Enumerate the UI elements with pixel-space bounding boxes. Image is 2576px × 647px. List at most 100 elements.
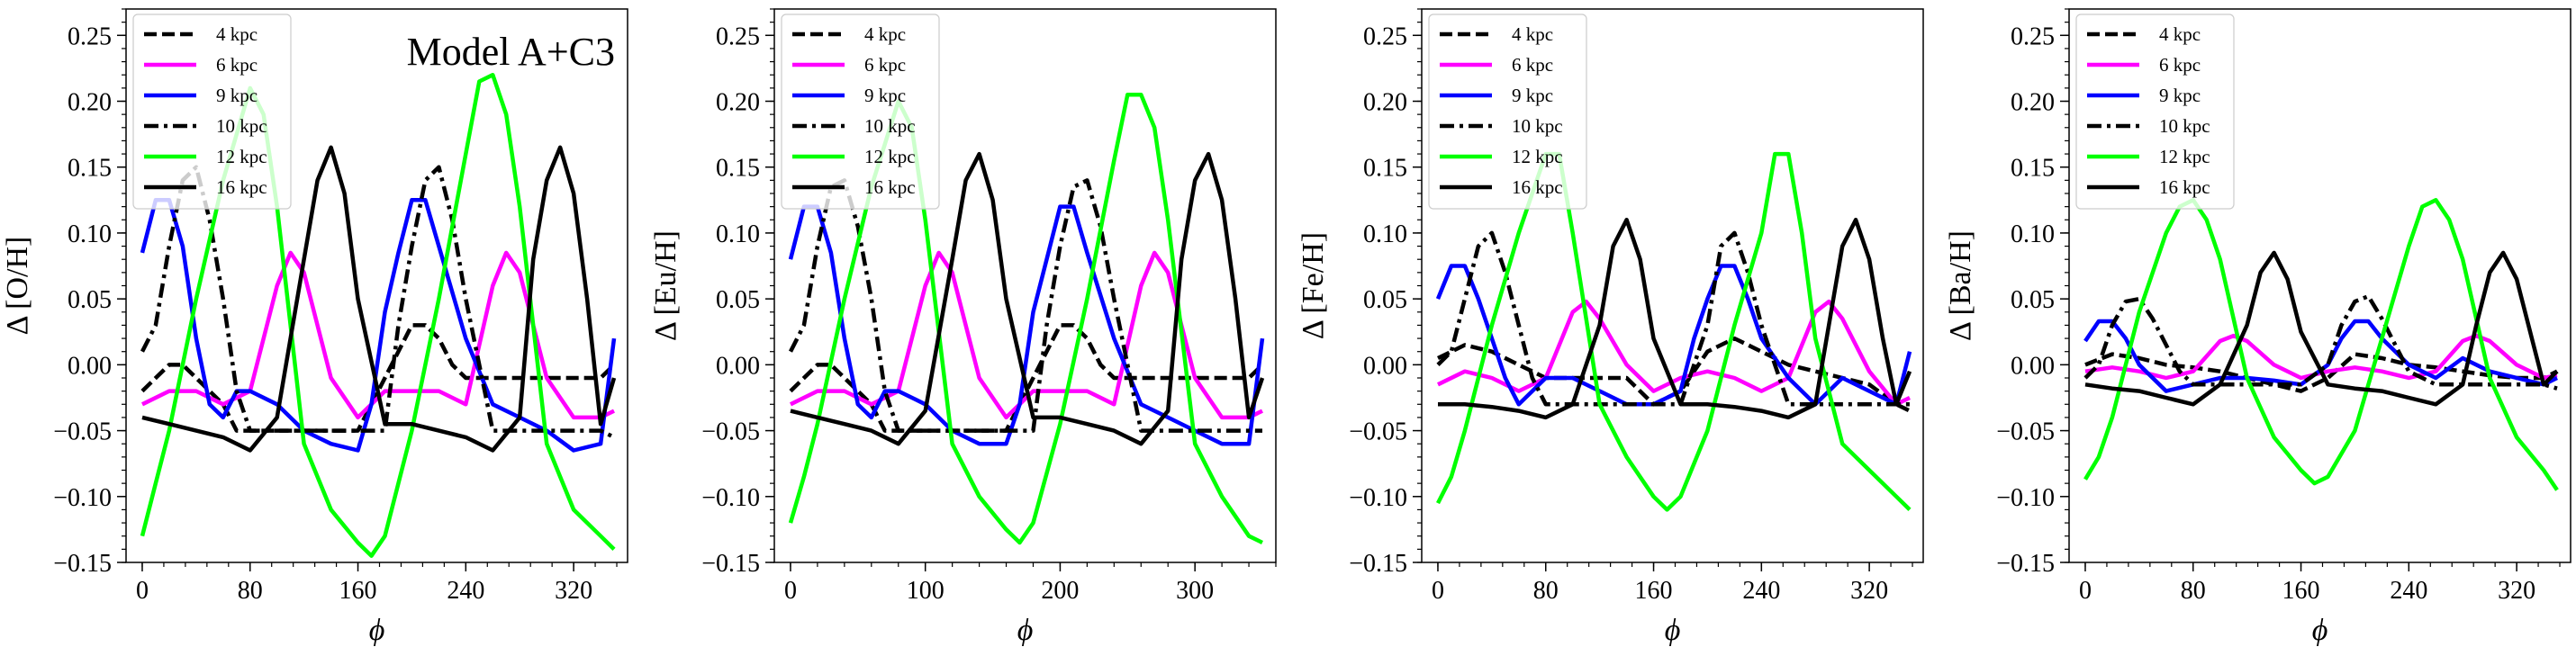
legend-label: 10 kpc [864, 115, 916, 137]
y-axis-label: Δ [O/H] [1, 237, 34, 336]
series-line-6-kpc [1437, 299, 1911, 407]
x-tick-label: 160 [339, 577, 377, 605]
legend-label: 9 kpc [2159, 85, 2201, 106]
y-tick-label: 0.20 [2011, 89, 2055, 117]
y-tick-label: −0.05 [1996, 418, 2055, 446]
x-tick-label: 320 [555, 577, 592, 605]
y-axis-label: Δ [Fe/H] [1297, 232, 1330, 339]
x-axis-label: ϕ [1665, 614, 1681, 647]
legend-label: 6 kpc [216, 54, 258, 76]
x-tick-label: 160 [1635, 577, 1673, 605]
y-tick-label: 0.25 [1363, 22, 1407, 50]
y-tick-label: 0.05 [1363, 286, 1407, 314]
legend-label: 4 kpc [216, 23, 258, 45]
chart-panel-3: −0.15 −0.10 −0.05 0.00 0.05 0.10 0.15 0.20 0.25 0… [1297, 8, 1924, 647]
y-tick-label: −0.10 [1996, 484, 2055, 512]
y-tick-label: 0.25 [2011, 22, 2055, 50]
y-tick-label: 0.20 [68, 89, 112, 117]
legend-label: 12 kpc [2159, 146, 2210, 167]
y-tick-label: 0.10 [1363, 220, 1407, 248]
legend-box [781, 13, 940, 210]
x-tick-label: 0 [2079, 577, 2092, 605]
y-axis-label: Δ [Eu/H] [649, 230, 682, 341]
chart-panel-1: −0.15 −0.10 −0.05 0.00 0.05 0.10 0.15 0.20 0.25 0… [1, 8, 628, 647]
legend-label: 12 kpc [216, 146, 267, 167]
y-tick-label: −0.15 [1349, 550, 1407, 578]
x-tick-label: 320 [2498, 577, 2535, 605]
legend-label: 4 kpc [1512, 23, 1553, 45]
legend-label: 6 kpc [864, 54, 906, 76]
y-tick-label: −0.10 [701, 484, 760, 512]
x-tick-label: 300 [1176, 577, 1214, 605]
series-line-4-kpc [1437, 336, 1911, 413]
series-line-9-kpc [140, 198, 617, 453]
series-line-16-kpc [2084, 250, 2559, 407]
legend-label: 10 kpc [1512, 115, 1563, 137]
x-tick-label: 240 [1742, 577, 1780, 605]
legend-label: 16 kpc [1512, 176, 1563, 198]
legend-label: 16 kpc [864, 176, 916, 198]
legend-label: 12 kpc [864, 146, 916, 167]
legend: 4 kpc 6 kpc 9 kpc 10 kpc 12 kpc 16 kpc [781, 13, 940, 210]
series-group [1435, 151, 1912, 512]
legend-label: 12 kpc [1512, 146, 1563, 167]
y-tick-label: −0.10 [1349, 484, 1407, 512]
y-tick-label: 0.15 [716, 155, 760, 183]
series-line-12-kpc [2083, 198, 2559, 491]
x-axis-label: ϕ [369, 614, 385, 647]
legend-box [2075, 13, 2235, 210]
series-line-6-kpc [2084, 333, 2558, 381]
legend-label: 6 kpc [2159, 54, 2201, 76]
x-tick-label: 160 [2282, 577, 2320, 605]
series-line-9-kpc [2083, 319, 2558, 393]
y-tick-label: 0.00 [716, 352, 760, 380]
y-tick-label: 0.20 [1363, 89, 1407, 117]
series-line-16-kpc [1438, 218, 1912, 420]
series-line-10-kpc [2083, 293, 2558, 391]
legend-label: 6 kpc [1512, 54, 1553, 76]
legend: 4 kpc 6 kpc 9 kpc 10 kpc 12 kpc 16 kpc [1428, 13, 1587, 210]
series-line-16-kpc [790, 151, 1265, 446]
y-tick-label: 0.00 [2011, 352, 2055, 380]
legend: 4 kpc 6 kpc 9 kpc 10 kpc 12 kpc 16 kpc [2075, 13, 2235, 210]
y-tick-label: −0.15 [701, 550, 760, 578]
y-tick-label: 0.05 [716, 286, 760, 314]
y-tick-label: 0.15 [1363, 155, 1407, 183]
model-annotation: Model A+C3 [407, 30, 615, 74]
series-line-10-kpc [1436, 230, 1910, 407]
y-tick-label: 0.15 [2011, 155, 2055, 183]
y-tick-label: −0.15 [1996, 550, 2055, 578]
series-line-12-kpc [1435, 151, 1912, 512]
x-tick-label: 320 [1850, 577, 1888, 605]
x-tick-label: 0 [784, 577, 797, 605]
legend-label: 10 kpc [216, 115, 267, 137]
y-tick-label: 0.05 [2011, 286, 2055, 314]
y-tick-label: −0.15 [53, 550, 112, 578]
legend-box [1428, 13, 1587, 210]
x-tick-label: 80 [238, 577, 263, 605]
chart-panel-2: −0.15 −0.10 −0.05 0.00 0.05 0.10 0.15 0.20 0.25 0… [649, 8, 1277, 647]
x-tick-label: 80 [1533, 577, 1559, 605]
y-tick-label: 0.25 [716, 22, 760, 50]
y-tick-label: 0.20 [716, 89, 760, 117]
y-tick-label: 0.10 [2011, 220, 2055, 248]
y-tick-label: −0.10 [53, 484, 112, 512]
series-group [2083, 198, 2559, 491]
y-tick-label: 0.10 [716, 220, 760, 248]
x-tick-label: 0 [1432, 577, 1444, 605]
x-tick-label: 240 [447, 577, 484, 605]
x-tick-label: 200 [1041, 577, 1079, 605]
y-tick-label: −0.05 [53, 418, 112, 446]
legend-label: 9 kpc [864, 85, 906, 106]
x-tick-label: 80 [2181, 577, 2206, 605]
legend-label: 9 kpc [216, 85, 258, 106]
y-axis-label: Δ [Ba/H] [1944, 230, 1977, 341]
x-tick-label: 100 [907, 577, 945, 605]
y-tick-label: −0.05 [701, 418, 760, 446]
series-line-4-kpc [140, 323, 616, 433]
legend-label: 9 kpc [1512, 85, 1553, 106]
x-axis-label: ϕ [1017, 614, 1034, 647]
chart-panel-4: −0.15 −0.10 −0.05 0.00 0.05 0.10 0.15 0.20 0.25 0… [1944, 8, 2571, 647]
legend-box [132, 13, 292, 210]
